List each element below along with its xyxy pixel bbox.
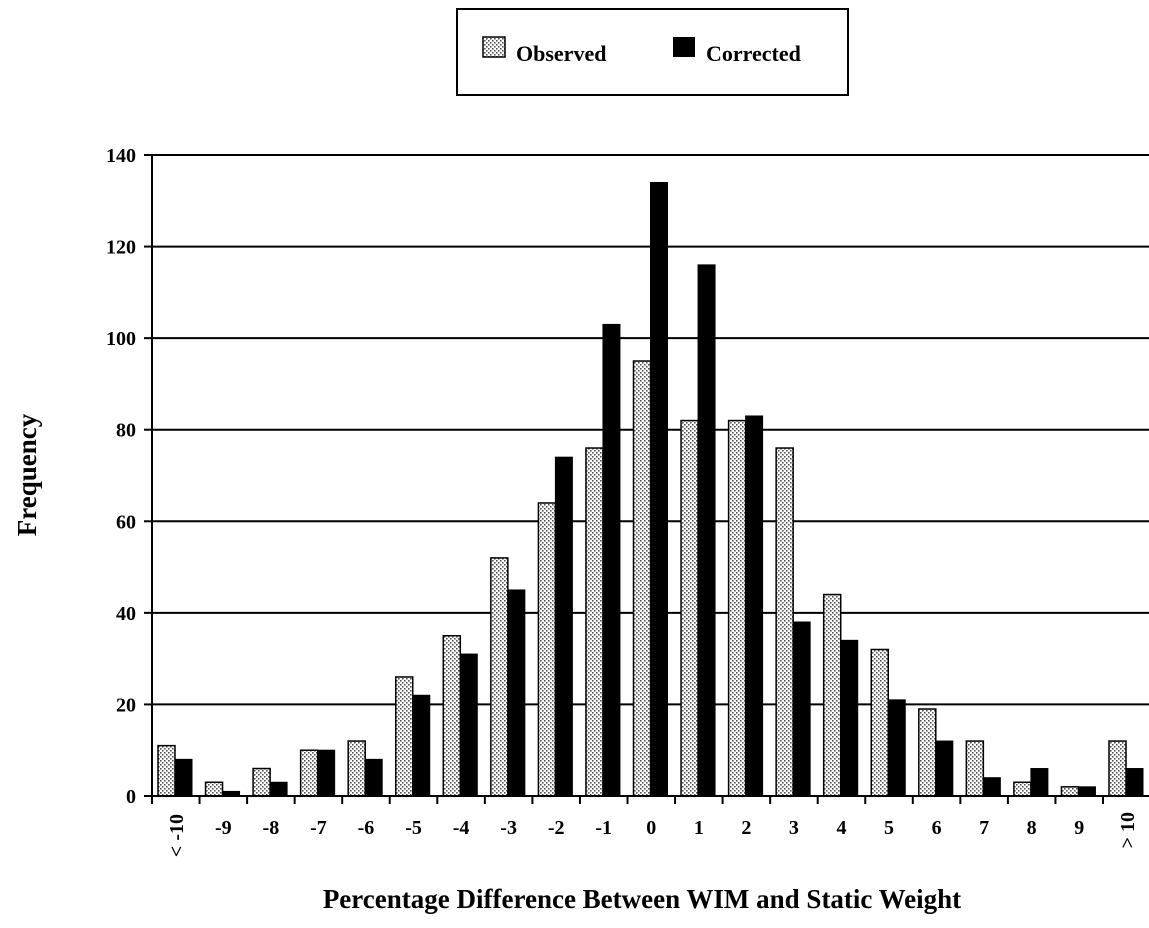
x-tick-label: 9 [1074, 817, 1084, 839]
x-tick-label: 8 [1027, 817, 1037, 839]
x-tick-label: 1 [694, 817, 704, 839]
bar-observed [157, 744, 176, 797]
x-tick-label: > 10 [1117, 812, 1139, 848]
y-tick-label: 60 [116, 511, 136, 533]
x-tick-label: -3 [500, 817, 517, 839]
bar-observed [680, 419, 699, 797]
legend-label-observed: Observed [516, 41, 606, 66]
bar-corrected [745, 415, 764, 797]
bar-corrected [602, 323, 621, 797]
y-tick-label: 0 [126, 786, 136, 808]
legend-box [456, 8, 849, 96]
x-axis-label: Percentage Difference Between WIM and St… [323, 884, 961, 914]
legend-swatch-corrected [673, 37, 695, 57]
bar-observed [1060, 786, 1080, 797]
x-tick-label: 4 [836, 817, 846, 839]
bar-observed [537, 502, 557, 797]
bar-corrected [982, 777, 1001, 797]
bar-corrected [412, 694, 431, 797]
bar-corrected [1030, 768, 1049, 797]
x-tick-label: -2 [548, 817, 565, 839]
bar-corrected [697, 264, 716, 797]
bar-corrected [507, 589, 526, 797]
axes [151, 155, 1149, 804]
bar-corrected [554, 456, 573, 797]
x-tick-label: 5 [884, 817, 894, 839]
x-tick-label: 2 [741, 817, 751, 839]
x-tick-labels: < -10 -9 -8 -7 -6 -5 -4 -3 -2 -1 0 1 2 3 4 5 6 7 8 9 > 10 [166, 812, 1139, 857]
x-tick-label: 3 [789, 817, 799, 839]
x-tick-label: -1 [595, 817, 612, 839]
bar-observed [870, 648, 889, 797]
bar-observed [347, 740, 366, 797]
x-tick-label: -6 [358, 817, 375, 839]
y-tick-label: 120 [106, 237, 136, 259]
x-tick-label: 7 [979, 817, 989, 839]
bar-observed [775, 447, 794, 797]
bar-observed [1108, 740, 1127, 797]
bar-observed [490, 557, 509, 797]
bar-corrected [174, 758, 193, 797]
bar-observed [918, 708, 937, 797]
x-tick-label: -8 [263, 817, 280, 839]
y-tick-label: 140 [106, 145, 136, 167]
bar-corrected [650, 181, 668, 797]
bar-corrected [840, 639, 859, 797]
bar-observed [822, 593, 842, 797]
legend: Observed Corrected [456, 8, 849, 96]
x-tick-label: -7 [310, 817, 327, 839]
bar-corrected [317, 749, 336, 797]
bar-observed [585, 447, 604, 797]
x-tick-label: 0 [646, 817, 656, 839]
bar-observed [442, 635, 462, 797]
y-axis-label: Frequency [12, 413, 42, 536]
legend-label-corrected: Corrected [706, 41, 801, 66]
bar-corrected [364, 758, 383, 797]
x-tick-label: -5 [405, 817, 422, 839]
bar-corrected [935, 740, 954, 797]
y-tick-label: 40 [116, 603, 136, 625]
y-tick-label: 100 [106, 328, 136, 350]
x-tick-label: 6 [932, 817, 942, 839]
bar-corrected [1125, 768, 1144, 797]
x-tick-label: -4 [453, 817, 470, 839]
x-tick-label: -9 [215, 817, 232, 839]
bar-observed [395, 676, 414, 797]
bar-observed [965, 740, 985, 797]
bar-corrected [887, 699, 906, 797]
bar-observed [1013, 781, 1032, 797]
bar-observed [252, 767, 271, 797]
legend-swatch-observed [482, 36, 506, 58]
bar-observed [299, 749, 319, 797]
bars [157, 181, 1144, 797]
x-tick-label: < -10 [166, 814, 188, 857]
bar-corrected [459, 653, 478, 797]
bar-observed [632, 360, 652, 797]
bar-corrected [792, 621, 811, 797]
bar-corrected [269, 781, 288, 797]
y-tick-label: 20 [116, 694, 136, 716]
bar-observed [204, 781, 224, 797]
bar-observed [727, 419, 747, 797]
bar-corrected [1077, 786, 1096, 797]
y-tick-label: 80 [116, 420, 136, 442]
y-tick-labels: 0 20 40 60 80 100 120 140 [106, 145, 136, 808]
